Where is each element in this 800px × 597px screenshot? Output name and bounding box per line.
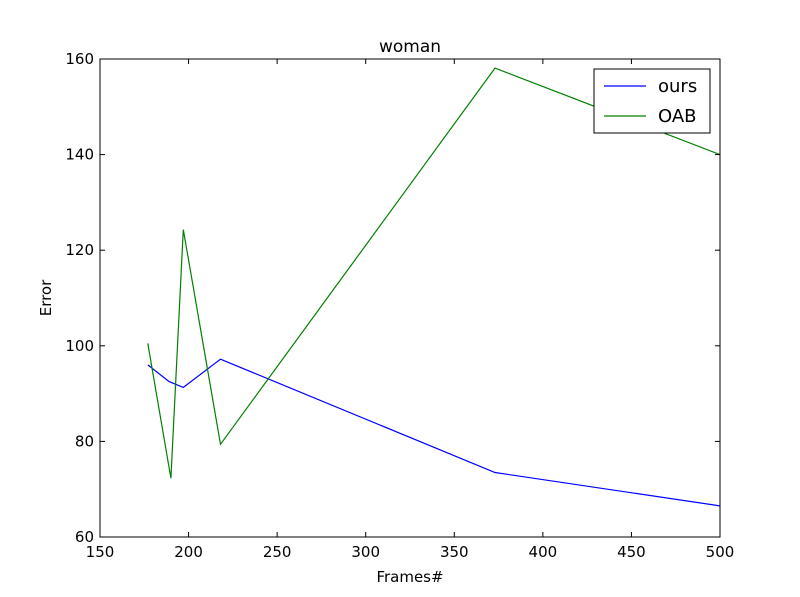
- series-line-ours: [147, 358, 720, 507]
- axis-ticks: 150 200 250 300 350 400 450 500 60 80 100 120 140 160: [65, 50, 734, 561]
- x-tick-label: 350: [440, 543, 469, 561]
- x-tick-label: 500: [706, 543, 735, 561]
- x-tick-label: 300: [351, 543, 380, 561]
- legend-label-ours: ours: [658, 76, 697, 97]
- x-tick-label: 400: [529, 543, 558, 561]
- y-tick-label: 60: [75, 528, 94, 546]
- plot-lines: [147, 67, 720, 507]
- y-tick-label: 140: [65, 146, 94, 164]
- y-tick-label: 100: [65, 337, 94, 355]
- x-tick-label: 150: [86, 543, 115, 561]
- plot-frame: [99, 58, 721, 538]
- x-tick-label: 200: [174, 543, 203, 561]
- y-tick-label: 160: [65, 50, 94, 68]
- y-axis-label: Error: [37, 279, 55, 316]
- legend-label-oab: OAB: [658, 106, 697, 127]
- x-tick-label: 450: [617, 543, 646, 561]
- x-tick-label: 250: [263, 543, 292, 561]
- x-axis-label: Frames#: [376, 568, 443, 586]
- legend: ours OAB: [593, 68, 711, 134]
- y-tick-label: 120: [65, 241, 94, 259]
- series-line-oab: [147, 67, 720, 479]
- legend-box: [593, 68, 711, 134]
- y-tick-label: 80: [75, 432, 94, 450]
- chart-title: woman: [379, 37, 441, 57]
